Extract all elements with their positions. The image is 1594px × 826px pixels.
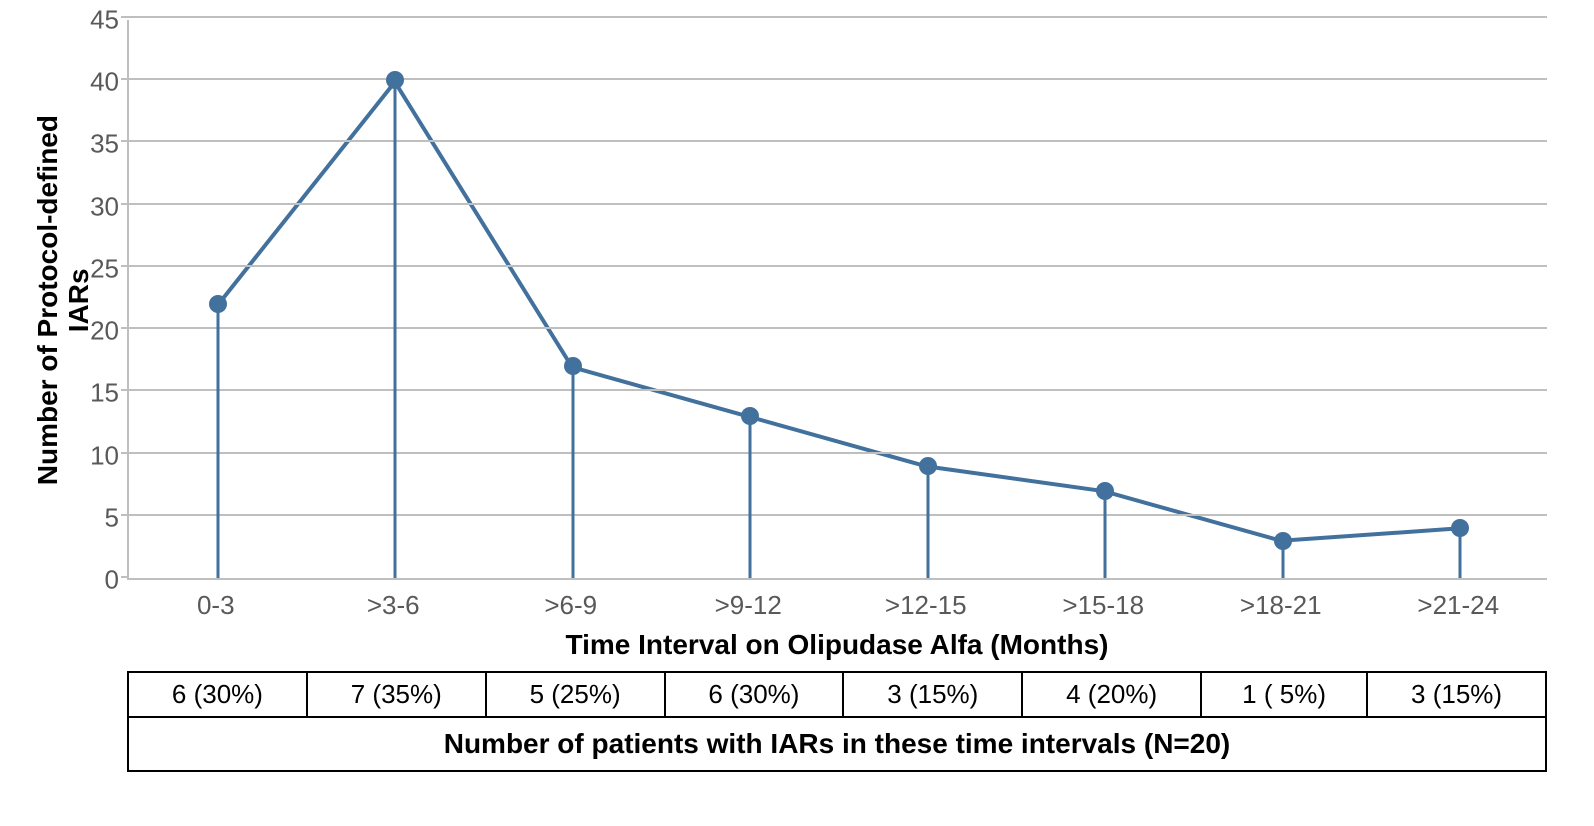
table-cell: 5 (25%) [486, 672, 665, 717]
x-tick-label: >15-18 [1015, 580, 1193, 621]
x-tick-label: >21-24 [1370, 580, 1548, 621]
gridline [129, 78, 1547, 80]
table-cell: 6 (30%) [665, 672, 844, 717]
y-tick-label: 10 [90, 440, 119, 471]
table-row: 6 (30%)7 (35%)5 (25%)6 (30%)3 (15%)4 (20… [128, 672, 1546, 717]
plot-row: Number of Protocol-definedIARs 051015202… [27, 20, 1567, 580]
table-cell: 6 (30%) [128, 672, 307, 717]
y-tick-mark [121, 16, 129, 18]
table-cell: 7 (35%) [307, 672, 486, 717]
chart-container: Number of Protocol-definedIARs 0 5 10 15 20 2… [27, 20, 1567, 772]
y-tick-mark [121, 203, 129, 205]
data-marker [741, 407, 759, 425]
x-tick-label: >12-15 [837, 580, 1015, 621]
gridline [129, 265, 1547, 267]
gridline [129, 514, 1547, 516]
data-marker [1274, 532, 1292, 550]
gridline [129, 140, 1547, 142]
y-tick-mark [121, 140, 129, 142]
gridline [129, 16, 1547, 18]
table-caption: Number of patients with IARs in these ti… [128, 717, 1546, 771]
plot-area [127, 20, 1547, 580]
y-tick-mark [121, 576, 129, 578]
data-marker [919, 457, 937, 475]
y-tick-mark [121, 327, 129, 329]
y-axis-ticks: 051015202530354045 [67, 20, 127, 580]
drop-line [394, 80, 397, 578]
table-cell: 1 ( 5%) [1201, 672, 1367, 717]
table-cell: 3 (15%) [843, 672, 1022, 717]
x-tick-label: 0-3 [127, 580, 305, 621]
y-tick-label: 45 [90, 5, 119, 36]
table-cell: 4 (20%) [1022, 672, 1201, 717]
gridline [129, 452, 1547, 454]
drop-line [749, 416, 752, 578]
data-marker [386, 71, 404, 89]
x-tick-label: >18-21 [1192, 580, 1370, 621]
y-tick-label: 35 [90, 129, 119, 160]
y-tick-label: 15 [90, 378, 119, 409]
x-tick-label: >3-6 [305, 580, 483, 621]
x-tick-label: >9-12 [660, 580, 838, 621]
y-tick-mark [121, 452, 129, 454]
data-marker [1096, 482, 1114, 500]
data-marker [1451, 519, 1469, 537]
y-axis-label: Number of Protocol-definedIARs [27, 115, 67, 485]
gridline [129, 389, 1547, 391]
y-tick-mark [121, 389, 129, 391]
y-tick-mark [121, 78, 129, 80]
line-series-svg [129, 20, 1547, 578]
y-tick-label: 0 [105, 565, 119, 596]
x-tick-label: >6-9 [482, 580, 660, 621]
y-tick-label: 40 [90, 67, 119, 98]
y-tick-mark [121, 514, 129, 516]
y-tick-label: 20 [90, 316, 119, 347]
drop-line [926, 466, 929, 578]
patients-table: 6 (30%)7 (35%)5 (25%)6 (30%)3 (15%)4 (20… [127, 671, 1547, 772]
y-tick-label: 5 [105, 502, 119, 533]
y-tick-label: 25 [90, 253, 119, 284]
y-tick-label: 30 [90, 191, 119, 222]
drop-line [571, 366, 574, 578]
drop-line [216, 304, 219, 578]
drop-line [1104, 491, 1107, 578]
gridline [129, 327, 1547, 329]
data-marker [209, 295, 227, 313]
gridline [129, 203, 1547, 205]
table-cell: 3 (15%) [1367, 672, 1546, 717]
y-tick-mark [121, 265, 129, 267]
x-axis-label: Time Interval on Olipudase Alfa (Months) [127, 629, 1547, 661]
table-caption-row: Number of patients with IARs in these ti… [128, 717, 1546, 771]
x-axis-ticks: 0-3>3-6>6-9>9-12>12-15>15-18>18-21>21-24 [127, 580, 1547, 621]
line-series [218, 82, 1459, 541]
data-marker [564, 357, 582, 375]
